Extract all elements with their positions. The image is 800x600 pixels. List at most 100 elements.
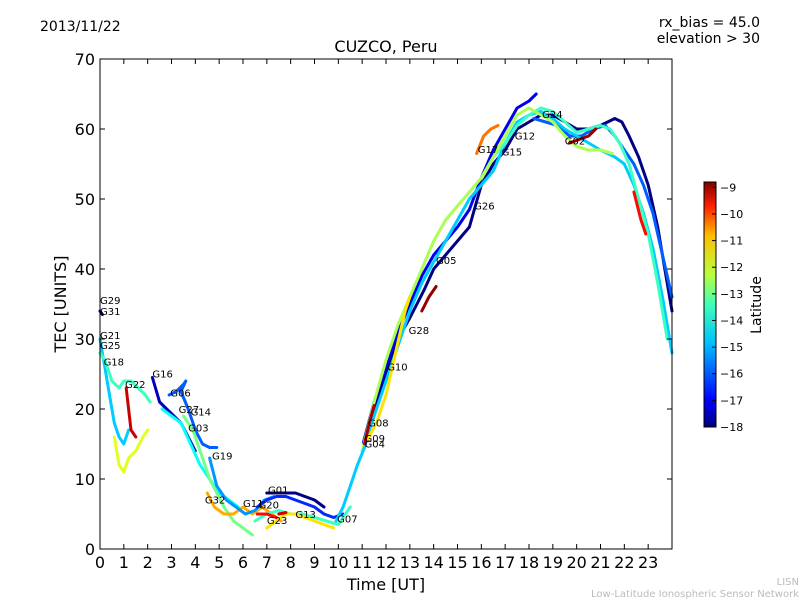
colorbar-tick-label: −16 [720,368,743,381]
x-tick-label: 13 [400,553,420,572]
x-tick-label: 6 [238,553,248,572]
y-ticks: 0 10 20 30 40 50 60 70 [75,50,672,559]
tec-series-line [124,386,138,439]
elevation-label: elevation > 30 [657,31,760,47]
tec-series-line [334,446,366,523]
x-tick-label: 16 [471,553,491,572]
x-ticks: 0 1 2 3 4 5 6 7 8 9 10 11 12 13 14 15 16 17 18 19 20 21 22 23 [95,59,658,572]
satellite-label: G31 [100,307,120,318]
satellite-label: G15 [502,148,522,159]
x-tick-label: 22 [614,553,634,572]
rx-bias-label: rx_bias = 45.0 [659,15,760,31]
tec-series-line [475,124,500,155]
y-tick-label: 60 [75,120,95,139]
colorbar-tick-label: −14 [720,314,743,327]
tec-series-line [360,106,614,453]
colorbar-tick-label: −12 [720,261,743,274]
x-tick-label: 10 [328,553,348,572]
x-axis-label: Time [UT] [346,575,425,594]
satellite-label: G02 [565,136,585,147]
x-tick-label: 23 [638,553,658,572]
tec-series-line [360,110,674,453]
x-tick-label: 12 [376,553,396,572]
colorbar-ticks: −9 −10 −11 −12 −13 −14 −15 −16 −17 −18 [712,181,743,434]
y-tick-label: 70 [75,50,95,69]
y-tick-label: 0 [85,540,95,559]
y-tick-label: 10 [75,470,95,489]
x-tick-label: 3 [166,553,176,572]
tec-series-line [112,428,150,474]
tec-series-line [253,505,352,526]
satellite-label: G25 [100,341,120,352]
tec-series-line [632,190,648,236]
x-tick-label: 17 [495,553,515,572]
tec-series-line [479,106,669,341]
colorbar-tick-label: −18 [720,421,743,434]
series-layer [98,92,674,537]
x-tick-label: 1 [119,553,129,572]
colorbar [703,181,717,428]
satellite-label: G08 [368,419,388,430]
colorbar-tick-label: −9 [720,181,736,194]
x-tick-label: 19 [543,553,563,572]
tec-series-line [532,117,674,299]
satellite-label: G12 [515,132,535,143]
satellite-label: G26 [474,202,494,213]
colorbar-tick-label: −15 [720,341,743,354]
footer-network: Low-Latitude Ionospheric Sensor Network [591,589,799,600]
y-tick-label: 40 [75,260,95,279]
satellite-label: G22 [125,380,145,391]
x-tick-label: 14 [423,553,443,572]
tec-series-line [420,285,438,313]
tec-series-line [363,404,376,446]
footer-lisn: LISN [777,577,799,588]
satellite-label: G32 [205,496,225,507]
x-tick-label: 8 [286,553,296,572]
satellite-label: G07 [337,514,357,525]
satellite-label: G03 [188,423,208,434]
date-label: 2013/11/22 [40,19,121,35]
x-tick-label: 4 [190,553,200,572]
satellite-label: G13 [295,510,315,521]
satellite-label: G06 [170,388,190,399]
satellite-label: G18 [104,358,124,369]
x-tick-label: 15 [447,553,467,572]
satellite-label: G09 [365,434,385,445]
tec-series-line [265,491,326,509]
x-tick-label: 7 [262,553,272,572]
tec-series-line [361,92,538,445]
y-tick-label: 20 [75,400,95,419]
tec-series-line [265,512,336,530]
satellite-label: G10 [387,363,407,374]
tec-series-line [98,337,131,446]
satellite-label: G24 [542,110,562,121]
x-tick-label: 5 [214,553,224,572]
y-tick-label: 30 [75,330,95,349]
chart-title: CUZCO, Peru [334,37,437,56]
satellite-label: G14 [191,407,211,418]
colorbar-tick-label: −10 [720,208,743,221]
colorbar-tick-label: −11 [720,235,743,248]
tec-series-line [181,414,254,537]
tec-series-line [255,495,345,519]
satellite-label: G17 [478,145,498,156]
satellite-label: G01 [268,486,288,497]
satellite-label: G16 [152,370,172,381]
tec-series-line [568,127,598,145]
satellite-label: G21 [100,331,120,342]
satellite-label: G11 [243,499,263,510]
tec-series-line [255,512,278,519]
x-tick-label: 9 [309,553,319,572]
x-tick-label: 20 [566,553,586,572]
tec-series-line [277,511,288,516]
colorbar-tick-label: −17 [720,394,743,407]
satellite-label: G05 [436,256,456,267]
satellite-label: G04 [365,440,385,451]
satellite-label: G28 [409,326,429,337]
y-tick-label: 50 [75,190,95,209]
x-tick-label: 11 [352,553,372,572]
satellite-label: G27 [179,405,199,416]
tec-series-line [365,295,412,442]
